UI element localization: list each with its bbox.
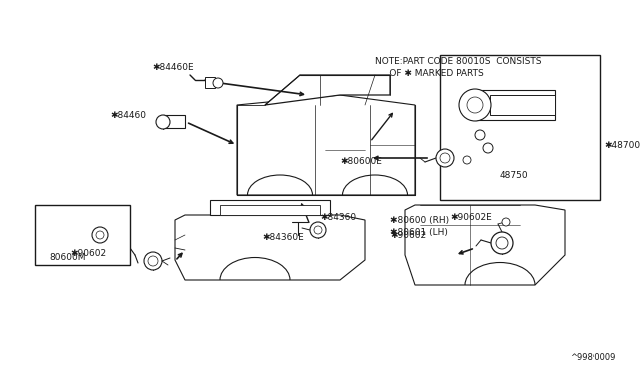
Circle shape: [467, 97, 483, 113]
Text: ✱90602E: ✱90602E: [450, 214, 492, 222]
Circle shape: [148, 256, 158, 266]
Circle shape: [310, 222, 326, 238]
Polygon shape: [210, 200, 330, 215]
Text: ✱48700: ✱48700: [604, 141, 640, 150]
Text: ✱84460: ✱84460: [110, 110, 146, 119]
Circle shape: [459, 89, 491, 121]
Text: ✱80600 (RH): ✱80600 (RH): [390, 217, 449, 225]
Polygon shape: [175, 215, 365, 280]
Text: ✱90602: ✱90602: [390, 231, 426, 241]
Polygon shape: [205, 77, 215, 88]
Bar: [35, 205, 130, 265]
Circle shape: [314, 226, 322, 234]
Circle shape: [213, 78, 223, 88]
Circle shape: [483, 143, 493, 153]
Text: 48750: 48750: [500, 170, 529, 180]
Text: ✱80601 (LH): ✱80601 (LH): [390, 228, 448, 237]
Polygon shape: [265, 75, 390, 105]
Circle shape: [475, 130, 485, 140]
Text: ✱80600E: ✱80600E: [340, 157, 382, 167]
Circle shape: [491, 232, 513, 254]
Circle shape: [463, 156, 471, 164]
Text: ✱84360: ✱84360: [320, 214, 356, 222]
Polygon shape: [405, 205, 565, 285]
Polygon shape: [475, 90, 555, 120]
Text: ✱84460E: ✱84460E: [152, 64, 194, 73]
Text: OF ✱ MARKED PARTS: OF ✱ MARKED PARTS: [375, 70, 484, 78]
Circle shape: [496, 237, 508, 249]
Circle shape: [156, 115, 170, 129]
Text: ^998ⁱ0009: ^998ⁱ0009: [570, 353, 616, 362]
Text: ✱84360E: ✱84360E: [262, 232, 304, 241]
Text: ✱90602: ✱90602: [70, 248, 106, 257]
Polygon shape: [163, 115, 185, 128]
Circle shape: [502, 218, 510, 226]
Polygon shape: [220, 205, 320, 215]
Circle shape: [144, 252, 162, 270]
Circle shape: [96, 231, 104, 239]
Text: 80600M: 80600M: [50, 253, 86, 263]
Polygon shape: [237, 95, 415, 195]
Circle shape: [440, 153, 450, 163]
Circle shape: [92, 227, 108, 243]
Circle shape: [436, 149, 454, 167]
Bar: [440, 55, 600, 200]
Polygon shape: [490, 95, 555, 115]
Text: NOTE:PART CODE 80010S  CONSISTS: NOTE:PART CODE 80010S CONSISTS: [375, 58, 541, 67]
